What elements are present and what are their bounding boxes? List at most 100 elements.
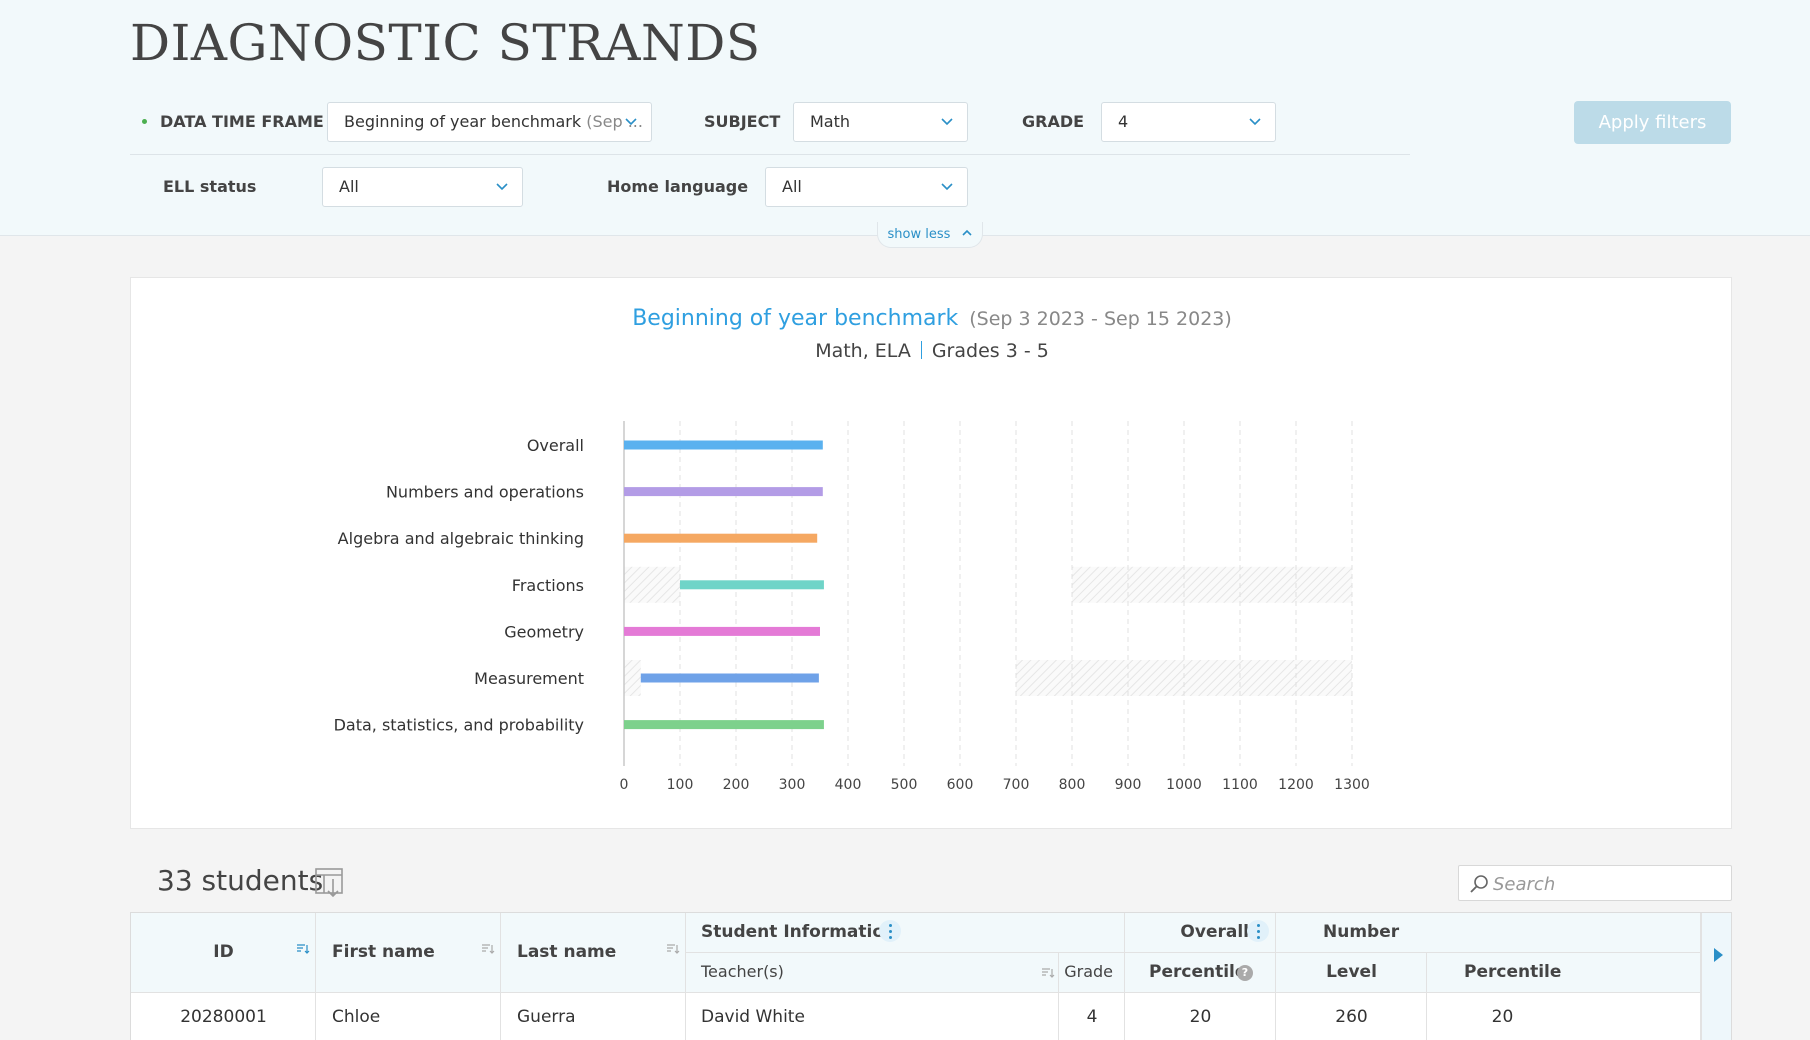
header-first-name-label: First name <box>332 942 435 962</box>
bar <box>680 580 824 590</box>
bar <box>624 533 818 543</box>
category-label: Numbers and operations <box>386 483 584 502</box>
cell-teachers-text: David White <box>701 1007 805 1027</box>
scroll-right-button[interactable] <box>1701 913 1731 1040</box>
cell-percentile-text: 20 <box>1189 1007 1212 1027</box>
header-number-percentile-label: Percentile <box>1464 962 1562 982</box>
filter-divider <box>130 154 1410 155</box>
header-number-label: Number <box>1323 922 1400 942</box>
show-less-toggle[interactable]: show less <box>877 222 983 248</box>
chart-card: Beginning of year benchmark (Sep 3 2023 … <box>130 277 1732 829</box>
grade-select[interactable]: 4 <box>1101 102 1276 142</box>
arrow-right-icon <box>1714 948 1723 962</box>
strand-bar-chart: 0 100 200 300 400 500 600 700 800 900 1000 1100 1200… <box>334 421 1370 793</box>
chevron-down-icon <box>1249 118 1261 126</box>
chart-title-main: Beginning of year benchmark <box>632 306 959 331</box>
category-label: Fractions <box>512 576 584 595</box>
chart-date-range: (Sep 3 2023 - Sep 15 2023) <box>969 308 1232 330</box>
x-tick-label: 300 <box>779 777 806 793</box>
category-label: Measurement <box>474 669 584 688</box>
header-last-name-label: Last name <box>517 942 617 962</box>
home-language-label: Home language <box>607 177 749 196</box>
ell-status-label: ELL status <box>163 177 257 196</box>
home-language-value: All <box>782 177 802 196</box>
ell-status-select[interactable]: All <box>322 167 523 207</box>
subject-label: SUBJECT <box>704 112 781 131</box>
header-first-name[interactable]: First name <box>316 913 501 993</box>
bar <box>624 626 820 636</box>
cell-last-name: Guerra <box>501 993 686 1040</box>
category-label: Data, statistics, and probability <box>334 716 584 735</box>
bar <box>640 673 819 683</box>
sort-icon[interactable] <box>666 943 680 955</box>
x-tick-label: 400 <box>835 777 862 793</box>
bar <box>624 720 824 730</box>
x-tick-label: 1000 <box>1166 777 1202 793</box>
header-percentile: Percentile ? <box>1125 953 1276 993</box>
chevron-down-icon <box>941 118 953 126</box>
sort-icon[interactable] <box>481 943 495 955</box>
cell-percentile: 20 <box>1125 993 1276 1040</box>
x-tick-label: 1300 <box>1334 777 1370 793</box>
cell-number-percentile-text: 20 <box>1491 1007 1514 1027</box>
chart-subjects: Math, ELA <box>815 340 911 362</box>
cell-first-name: Chloe <box>316 993 501 1040</box>
category-label: Overall <box>527 436 584 455</box>
search-input[interactable] <box>1493 870 1723 898</box>
search-icon <box>1470 875 1488 893</box>
header-percentile-label: Percentile <box>1149 962 1247 982</box>
subject-select[interactable]: Math <box>793 102 968 142</box>
export-table-icon[interactable] <box>314 867 346 899</box>
students-count: 33 students <box>157 864 324 897</box>
subtitle-separator <box>920 341 922 359</box>
header-student-information-label: Student Information <box>701 922 897 942</box>
time-frame-value: Beginning of year benchmark <box>344 112 582 131</box>
help-icon[interactable]: ? <box>1237 965 1253 981</box>
x-tick-label: 600 <box>947 777 974 793</box>
page-title: DIAGNOSTIC STRANDS <box>130 14 761 72</box>
cell-level-text: 260 <box>1335 1007 1368 1027</box>
cell-grade-text: 4 <box>1086 1007 1098 1027</box>
cell-level: 260 <box>1276 993 1427 1040</box>
header-id-label: ID <box>213 942 234 962</box>
subject-value: Math <box>810 112 851 131</box>
search-box <box>1458 865 1732 901</box>
home-language-select[interactable]: All <box>765 167 968 207</box>
show-less-label: show less <box>887 227 951 242</box>
header-id[interactable]: ID <box>131 913 316 993</box>
x-tick-label: 0 <box>620 777 629 793</box>
header-overall-label: Overall <box>1180 922 1249 942</box>
hatched-region <box>624 660 641 696</box>
cell-first-name-text: Chloe <box>332 1007 381 1027</box>
students-table: ID First name Last name Student Informat… <box>130 912 1732 1040</box>
more-options-icon[interactable] <box>1247 920 1269 942</box>
sort-icon[interactable] <box>1041 967 1055 979</box>
header-last-name[interactable]: Last name <box>501 913 686 993</box>
cell-number-percentile: 20 <box>1427 993 1701 1040</box>
header-student-information: Student Information <box>686 913 1125 953</box>
chart-title: Beginning of year benchmark (Sep 3 2023 … <box>131 306 1733 331</box>
chart-grades: Grades 3 - 5 <box>931 340 1049 362</box>
bar <box>624 440 823 450</box>
header-teachers-label: Teacher(s) <box>701 962 784 981</box>
grade-label: GRADE <box>1022 112 1085 131</box>
chevron-up-icon <box>961 229 972 236</box>
cell-grade: 4 <box>1059 993 1125 1040</box>
header-number-percentile: Percentile <box>1427 953 1701 993</box>
header-grade-label: Grade <box>1064 962 1113 981</box>
header-grade[interactable]: Grade <box>1059 953 1125 993</box>
x-tick-label: 1100 <box>1222 777 1258 793</box>
time-frame-select[interactable]: Beginning of year benchmark (Sep ... <box>327 102 652 142</box>
hatched-region <box>624 566 680 603</box>
x-tick-label: 900 <box>1115 777 1142 793</box>
category-label: Geometry <box>504 622 584 641</box>
sort-icon[interactable] <box>296 943 310 955</box>
cell-teachers: David White <box>686 993 1059 1040</box>
header-teachers[interactable]: Teacher(s) <box>686 953 1059 993</box>
hatched-region <box>1072 566 1352 603</box>
x-tick-label: 500 <box>891 777 918 793</box>
x-tick-label: 1200 <box>1278 777 1314 793</box>
apply-filters-button[interactable]: Apply filters <box>1574 101 1731 144</box>
more-options-icon[interactable] <box>879 920 901 942</box>
time-frame-label: DATA TIME FRAME <box>160 112 324 131</box>
